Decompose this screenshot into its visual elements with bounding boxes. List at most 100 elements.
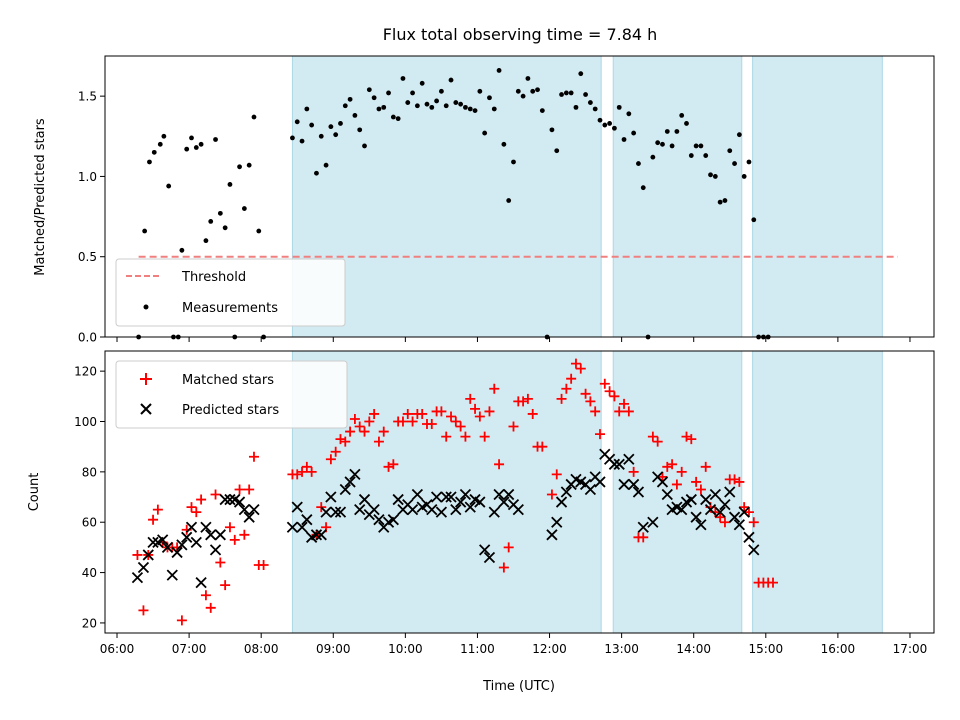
series-1-point-8 bbox=[171, 546, 183, 559]
series-1-point-19 bbox=[224, 493, 236, 506]
series-0-point-58 bbox=[436, 406, 447, 417]
series-1-point-15 bbox=[205, 529, 217, 541]
series-1-point-58 bbox=[445, 491, 457, 503]
series-0-point-115 bbox=[719, 517, 730, 528]
series-0-point-99 bbox=[638, 532, 649, 543]
series-0-point-45 bbox=[373, 436, 384, 447]
series-1-point-102 bbox=[690, 511, 702, 523]
series-0-point-109 bbox=[691, 476, 702, 487]
series-0-point-88 bbox=[583, 92, 588, 97]
series-0-point-76 bbox=[522, 393, 533, 404]
x-tick-label-4: 10:00 bbox=[388, 642, 423, 656]
series-0-point-79 bbox=[539, 108, 545, 113]
series-0-point-11 bbox=[189, 135, 194, 141]
series-0-point-25 bbox=[256, 228, 262, 234]
series-0-point-6 bbox=[166, 183, 172, 189]
series-0-point-59 bbox=[443, 103, 449, 109]
series-0-point-77 bbox=[527, 408, 538, 419]
series-0-point-91 bbox=[597, 117, 603, 123]
series-0-point-92 bbox=[604, 386, 615, 397]
series-1-point-28 bbox=[301, 514, 313, 526]
series-1-point-99 bbox=[676, 503, 688, 516]
series-0-point-22 bbox=[241, 206, 247, 211]
series-0-point-49 bbox=[395, 116, 401, 122]
series-0-point-3 bbox=[148, 514, 159, 525]
series-0-point-4 bbox=[152, 504, 163, 515]
series-0-point-12 bbox=[193, 145, 199, 150]
series-0-point-89 bbox=[590, 406, 601, 417]
series-1-point-51 bbox=[411, 488, 424, 501]
series-1-point-64 bbox=[474, 496, 486, 508]
series-0-point-114 bbox=[715, 512, 726, 523]
series-0-point-16 bbox=[210, 489, 221, 500]
series-1-point-62 bbox=[464, 501, 476, 513]
series-0-point-110 bbox=[695, 484, 706, 495]
series-0-point-33 bbox=[318, 133, 324, 139]
series-0-point-18 bbox=[222, 225, 228, 231]
series-0-point-62 bbox=[455, 421, 466, 432]
series-0-point-121 bbox=[741, 174, 747, 179]
series-0-point-76 bbox=[525, 76, 531, 81]
series-0-point-52 bbox=[410, 90, 415, 96]
series-1-point-108 bbox=[719, 498, 731, 511]
series-0-point-119 bbox=[739, 502, 750, 513]
series-0-point-9 bbox=[176, 615, 187, 626]
series-0-point-85 bbox=[568, 90, 574, 96]
series-1-point-113 bbox=[743, 531, 755, 543]
series-0-point-90 bbox=[594, 429, 605, 440]
series-1-point-24 bbox=[248, 503, 260, 516]
series-0-point-80 bbox=[546, 489, 557, 500]
series-0-point-32 bbox=[314, 170, 319, 176]
x-tick-label-9: 15:00 bbox=[749, 642, 784, 656]
series-0-point-12 bbox=[191, 507, 202, 518]
series-0-point-44 bbox=[369, 408, 380, 419]
series-0-point-3 bbox=[151, 149, 157, 155]
legend-measurements-label: Measurements bbox=[182, 301, 278, 316]
series-0-point-54 bbox=[417, 408, 428, 419]
count-y-label: Count bbox=[27, 473, 42, 512]
series-0-point-118 bbox=[727, 148, 733, 154]
series-0-point-66 bbox=[474, 411, 485, 422]
series-1-point-55 bbox=[430, 491, 443, 503]
series-1-point-30 bbox=[310, 529, 323, 541]
ratio-panel: 0.0 0.5 1.0 1.5 Matched/Predicted stars Thr… bbox=[33, 55, 935, 345]
series-0-point-63 bbox=[460, 431, 471, 442]
series-0-point-29 bbox=[297, 466, 308, 477]
series-0-point-43 bbox=[366, 87, 372, 93]
series-1-point-17 bbox=[214, 529, 226, 541]
series-0-point-78 bbox=[535, 87, 540, 93]
series-0-point-34 bbox=[323, 162, 329, 168]
series-0-point-70 bbox=[494, 459, 505, 470]
series-0-point-62 bbox=[458, 101, 464, 107]
series-0-point-42 bbox=[359, 426, 370, 437]
series-0-point-46 bbox=[378, 426, 389, 437]
series-0-point-87 bbox=[580, 388, 591, 399]
series-0-point-37 bbox=[338, 121, 343, 126]
series-0-point-45 bbox=[376, 106, 382, 112]
series-1-point-95 bbox=[656, 476, 669, 488]
series-0-point-70 bbox=[496, 68, 502, 73]
series-0-point-19 bbox=[224, 522, 235, 533]
series-0-point-106 bbox=[676, 466, 687, 477]
series-1-point-88 bbox=[618, 478, 630, 491]
series-0-point-113 bbox=[703, 153, 709, 158]
ratio-y-label: Matched/Predicted stars bbox=[33, 118, 48, 276]
series-0-point-82 bbox=[554, 148, 560, 154]
series-0-point-35 bbox=[328, 124, 334, 130]
series-0-point-52 bbox=[407, 416, 418, 427]
series-1-point-89 bbox=[623, 453, 635, 465]
x-tick-label-3: 09:00 bbox=[316, 642, 351, 656]
series-0-point-41 bbox=[354, 421, 365, 432]
count-panel: 20 40 60 80 100 120 06:00 07:00 08:00 09:00 10:00… bbox=[27, 350, 935, 694]
x-tick-label-8: 14:00 bbox=[676, 642, 711, 656]
count-legend-box bbox=[115, 360, 348, 429]
series-0-point-101 bbox=[652, 436, 663, 447]
series-1-point-54 bbox=[426, 503, 438, 516]
x-axis-label: Time (UTC) bbox=[482, 679, 555, 694]
series-0-point-47 bbox=[386, 90, 391, 96]
series-1-point-111 bbox=[733, 519, 746, 531]
series-0-point-96 bbox=[621, 137, 627, 142]
series-0-point-51 bbox=[402, 408, 413, 419]
series-0-point-18 bbox=[220, 580, 231, 591]
series-0-point-24 bbox=[248, 451, 259, 462]
